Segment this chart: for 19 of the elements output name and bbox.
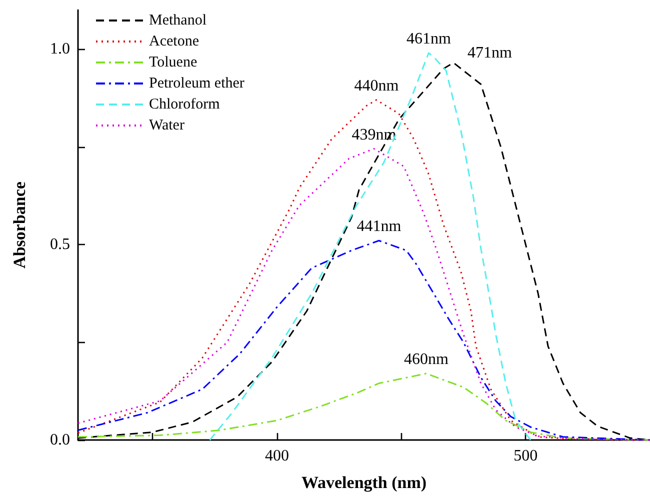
annotation: 441nm	[356, 218, 402, 236]
annotation: 440nm	[354, 77, 400, 94]
annotation: 471nm	[468, 44, 513, 62]
legend-label: Water	[149, 118, 184, 134]
annotation: 439nm	[352, 126, 397, 144]
legend-label: Methanol	[149, 12, 206, 28]
legend-label: Petroleum ether	[149, 76, 244, 92]
y-axis-title: Absorbance	[10, 181, 29, 268]
x-tick-label: 400	[264, 448, 289, 464]
y-tick-label: 0.5	[50, 236, 70, 254]
x-tick-label: 500	[514, 448, 538, 464]
x-axis-title: Wavelength (nm)	[301, 473, 427, 492]
y-tick-label: 1.0	[50, 40, 70, 58]
legend-label: Acetone	[149, 34, 200, 50]
annotation: 461nm	[406, 30, 452, 48]
annotation: 460nm	[404, 351, 449, 368]
legend-label: Toluene	[149, 54, 198, 70]
y-tick-label: 0.0	[50, 432, 70, 448]
legend-label: Chloroform	[149, 96, 220, 112]
